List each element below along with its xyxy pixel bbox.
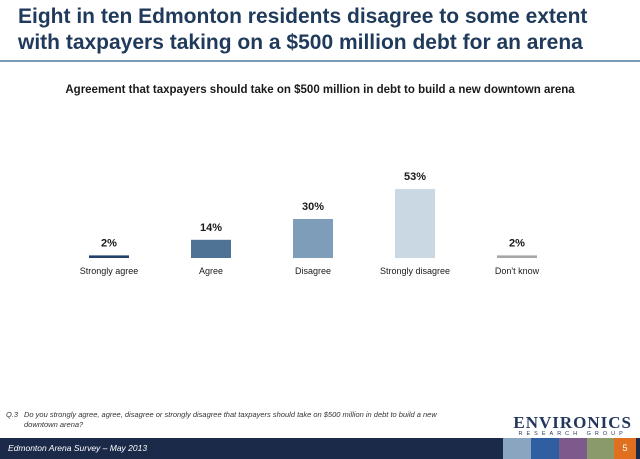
bar xyxy=(293,219,333,258)
category-label: Disagree xyxy=(295,266,331,276)
title-divider xyxy=(0,60,640,62)
bar xyxy=(395,189,435,258)
page-number: 5 xyxy=(614,438,636,459)
bar-value-label: 14% xyxy=(200,222,222,234)
footer-color-blocks xyxy=(503,438,615,459)
slide-title: Eight in ten Edmonton residents disagree… xyxy=(18,5,588,54)
category-label: Agree xyxy=(199,266,223,276)
footnote-number: Q.3 xyxy=(6,410,19,419)
logo-name: ENVIRONICS xyxy=(513,413,632,432)
chart-title: Agreement that taxpayers should take on … xyxy=(65,84,575,96)
footer-color-block xyxy=(587,438,615,459)
environics-logo: ENVIRONICS RESEARCH GROUP xyxy=(513,414,632,438)
bar xyxy=(497,255,537,258)
bar-value-label: 53% xyxy=(404,171,426,183)
category-label: Strongly disagree xyxy=(380,266,450,276)
bar-value-label: 2% xyxy=(509,237,525,249)
category-label: Don't know xyxy=(495,266,540,276)
footer-color-block xyxy=(531,438,559,459)
footer-color-block xyxy=(559,438,587,459)
category-label: Strongly agree xyxy=(80,266,139,276)
footnote-text: Do you strongly agree, agree, disagree o… xyxy=(24,410,437,429)
bar-value-label: 2% xyxy=(101,237,117,249)
bar-chart: 2% Strongly agree 14% Agree 30% Disagree 53% St… xyxy=(80,171,540,276)
bar xyxy=(191,239,231,258)
footer-bar: Edmonton Arena Survey – May 2013 5 xyxy=(0,438,640,459)
footer-survey-label: Edmonton Arena Survey – May 2013 xyxy=(8,443,148,453)
bar xyxy=(89,255,129,258)
bar-value-label: 30% xyxy=(302,201,324,213)
footer-color-block xyxy=(503,438,531,459)
logo-tagline: RESEARCH GROUP xyxy=(518,431,627,437)
